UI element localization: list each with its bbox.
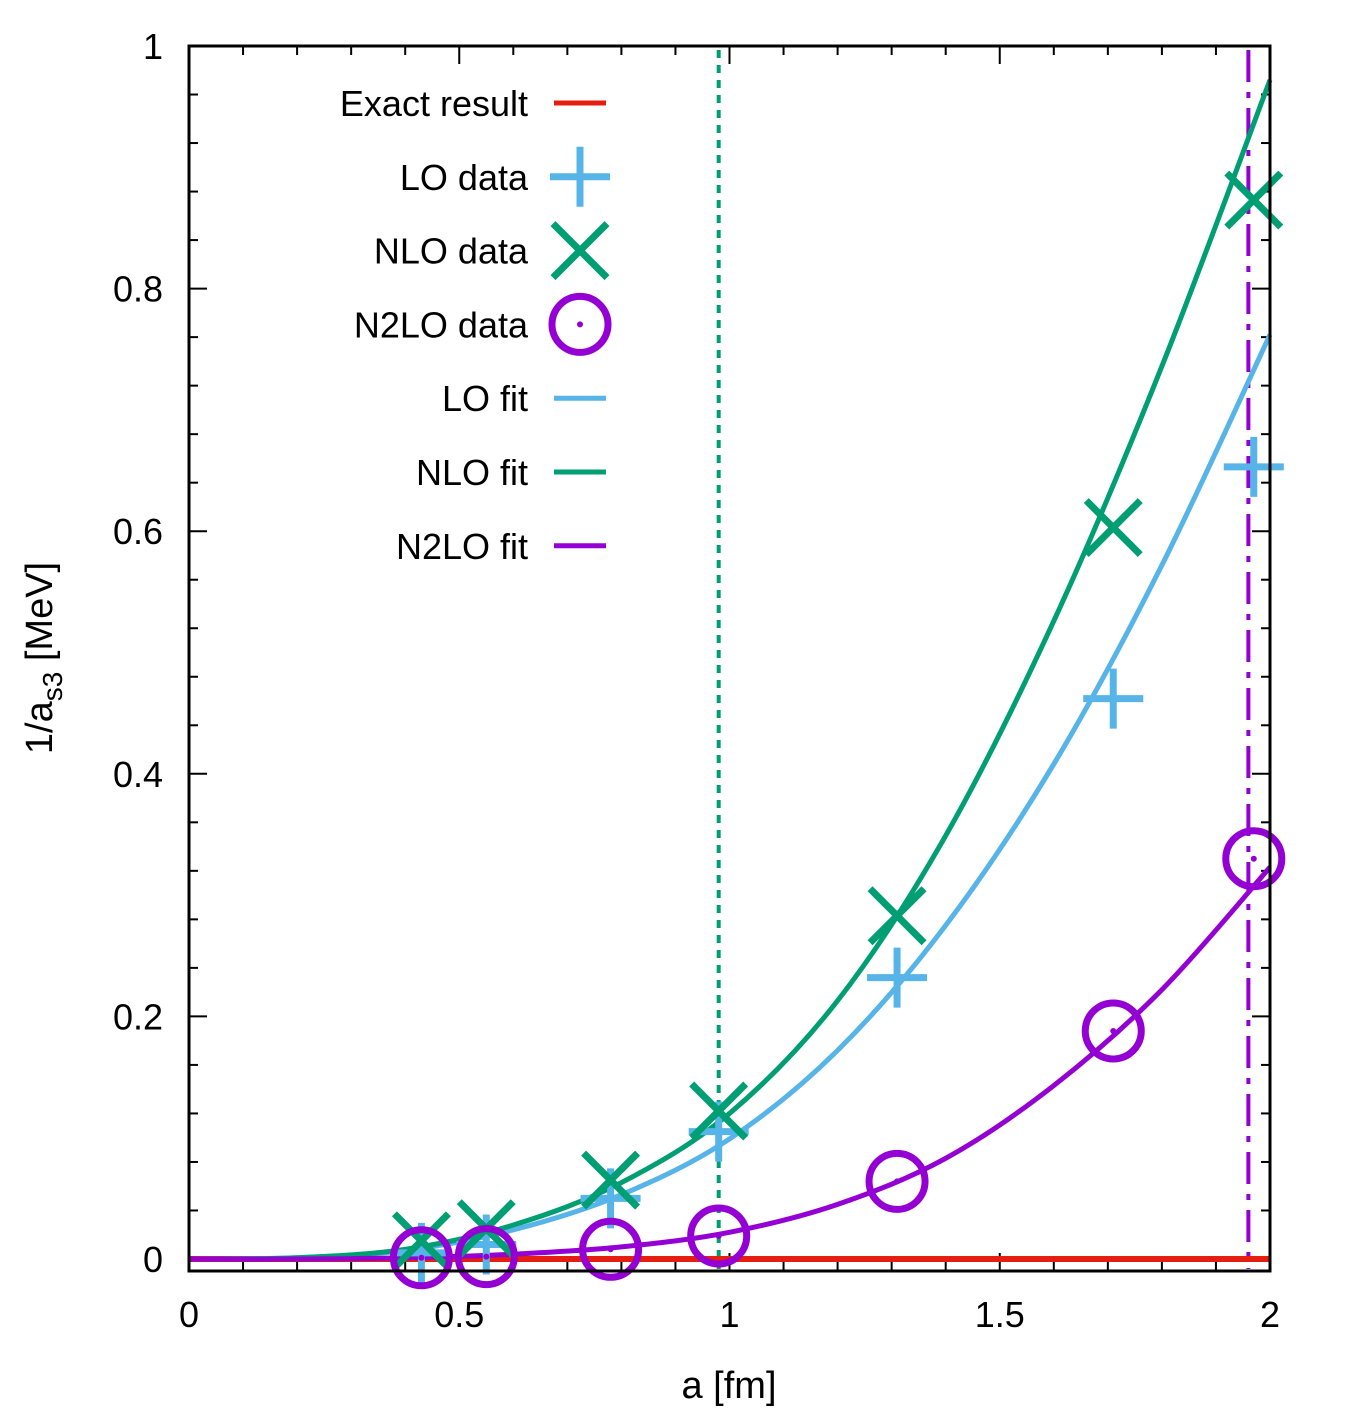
circle-dot <box>418 1254 425 1261</box>
cross-b <box>1083 498 1143 558</box>
legend-label: N2LO fit <box>396 526 528 567</box>
legend-entry: N2LO fit <box>396 526 606 567</box>
n2lo-data-point <box>454 1225 518 1289</box>
legend-label: NLO data <box>374 231 529 272</box>
legend-label: N2LO data <box>354 304 529 345</box>
y-axis-title: 1/as3 [MeV] <box>19 562 68 754</box>
cross-b <box>867 886 927 946</box>
circle-dot <box>607 1246 614 1253</box>
legend-label: LO data <box>400 157 529 198</box>
nlo-data-point <box>867 886 927 946</box>
legend-entry: NLO data <box>374 221 610 281</box>
legend-marker-sample <box>550 221 610 281</box>
n2lo-data-point <box>687 1204 751 1268</box>
x-tick-label: 0.5 <box>434 1294 484 1335</box>
circle-ring <box>1222 827 1286 891</box>
nlo-data-point <box>1224 170 1284 230</box>
legend-label: NLO fit <box>416 452 528 493</box>
lo-data-point <box>1223 436 1284 497</box>
y-axis-title-subscript: s3 <box>37 672 68 702</box>
legend-label: Exact result <box>340 83 528 124</box>
plot-series <box>188 50 1286 1290</box>
legend-entry: LO data <box>400 146 610 207</box>
n2lo-data-point <box>389 1226 453 1290</box>
legend-marker-sample <box>548 292 612 356</box>
nlo-data-point <box>391 1211 451 1271</box>
lo-data-point <box>867 947 928 1008</box>
y-tick-label: 0.8 <box>113 269 163 310</box>
n2lo-data-point <box>1222 827 1286 891</box>
lo-data-point <box>1083 668 1144 729</box>
y-tick-label: 0.6 <box>113 511 163 552</box>
legend-entry: LO fit <box>442 378 606 419</box>
x-tick-label: 1 <box>719 1294 739 1335</box>
cross-b <box>1224 170 1284 230</box>
cross-b <box>391 1211 451 1271</box>
y-tick-label: 0.4 <box>113 754 163 795</box>
cross-b <box>689 1081 749 1141</box>
circle-dot <box>1250 855 1257 862</box>
nlo-data-point <box>689 1081 749 1141</box>
y-tick-label: 1 <box>143 26 163 67</box>
y-tick-label: 0 <box>143 1239 163 1280</box>
y-tick-label: 0.2 <box>113 996 163 1037</box>
legend-entry: N2LO data <box>354 292 612 356</box>
circle-dot <box>715 1232 722 1239</box>
circle-ring <box>687 1204 751 1268</box>
legend-entry: Exact result <box>340 83 606 124</box>
nlo-data-point <box>1083 498 1143 558</box>
plot-frame <box>187 44 1272 1273</box>
n2lo-data-point <box>865 1149 929 1213</box>
circle-ring <box>865 1149 929 1213</box>
nlo-fit-curve <box>188 79 1273 1262</box>
lo-data-point <box>456 1214 517 1275</box>
circle-dot <box>894 1178 901 1185</box>
x-axis-title: a [fm] <box>681 1365 776 1407</box>
tick-labels: 0 0.5 1 1.5 2 0 0.2 0.4 0.6 0.8 1 <box>113 26 1280 1335</box>
n2lo-data-point <box>1081 999 1145 1063</box>
n2lo-fit-curve <box>188 865 1272 1262</box>
y-axis-title-main: 1/a <box>19 700 61 754</box>
circle-ring <box>548 292 612 356</box>
legend-entry: NLO fit <box>416 452 606 493</box>
circle-ring <box>389 1226 453 1290</box>
x-tick-label: 2 <box>1260 1294 1280 1335</box>
nlo-data-point <box>581 1150 641 1210</box>
legend: Exact result LO data NLO data N2LO data LO f… <box>340 83 612 567</box>
circle-ring <box>454 1225 518 1289</box>
n2lo-data-point <box>579 1217 643 1281</box>
circle-dot <box>1110 1027 1117 1034</box>
axis-ticks <box>188 45 1271 1271</box>
circle-ring <box>579 1217 643 1281</box>
x-tick-label: 1.5 <box>975 1294 1025 1335</box>
cross-b <box>550 221 610 281</box>
y-axis-title-unit: [MeV] <box>19 562 61 672</box>
circle-dot <box>577 321 583 328</box>
cross-b <box>581 1150 641 1210</box>
circle-dot <box>483 1253 490 1260</box>
legend-label: LO fit <box>442 378 528 419</box>
legend-marker-sample <box>550 146 610 207</box>
x-tick-label: 0 <box>179 1294 199 1335</box>
circle-ring <box>1081 999 1145 1063</box>
